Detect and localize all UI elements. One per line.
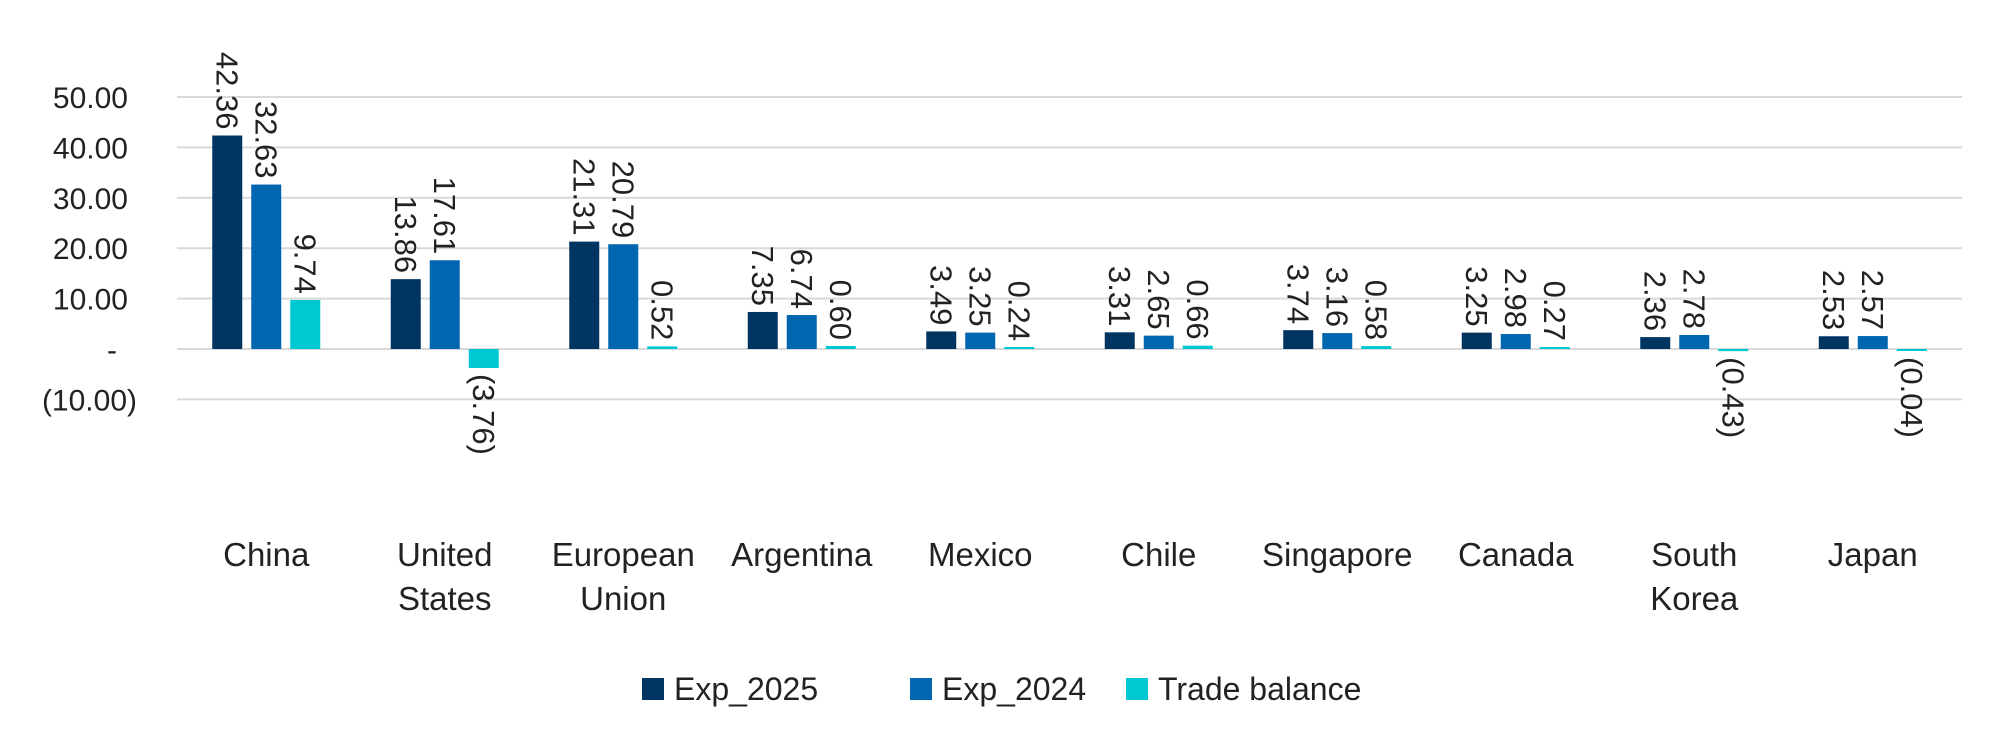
y-tick-label: (10.00) bbox=[42, 384, 137, 417]
bar bbox=[468, 349, 499, 368]
legend-label: Exp_2024 bbox=[942, 671, 1086, 707]
category-label: Chile bbox=[1121, 536, 1196, 573]
bar bbox=[965, 332, 996, 349]
data-label: 3.16 bbox=[1319, 267, 1354, 327]
data-label: (3.76) bbox=[466, 374, 501, 455]
category-label: Argentina bbox=[731, 536, 873, 573]
category-label: Korea bbox=[1650, 580, 1739, 617]
bar bbox=[429, 260, 460, 349]
category-label: European bbox=[552, 536, 695, 573]
data-label: 3.74 bbox=[1280, 264, 1315, 324]
bar bbox=[647, 346, 678, 349]
data-label: 9.74 bbox=[287, 234, 322, 294]
category-label: Singapore bbox=[1262, 536, 1412, 573]
data-label: 2.36 bbox=[1637, 271, 1672, 331]
data-label: 3.49 bbox=[923, 265, 958, 325]
data-label: (0.04) bbox=[1894, 357, 1929, 438]
y-tick-label: 50.00 bbox=[53, 82, 128, 115]
legend-label: Trade balance bbox=[1158, 671, 1361, 707]
data-label: 7.35 bbox=[745, 246, 780, 306]
category-label: South bbox=[1651, 536, 1737, 573]
legend-swatch bbox=[1126, 678, 1148, 700]
bar bbox=[251, 184, 282, 349]
bar bbox=[1143, 335, 1174, 349]
bar bbox=[1283, 330, 1314, 349]
bar bbox=[390, 279, 421, 349]
bar bbox=[1004, 347, 1035, 349]
bar bbox=[1718, 349, 1749, 352]
data-label: 0.66 bbox=[1180, 279, 1215, 339]
data-label: 0.27 bbox=[1537, 281, 1572, 341]
data-label: 0.24 bbox=[1001, 281, 1036, 341]
data-label: 2.53 bbox=[1816, 270, 1851, 330]
bar bbox=[569, 241, 600, 349]
category-label: Canada bbox=[1458, 536, 1574, 573]
bar bbox=[212, 135, 243, 349]
bar bbox=[1104, 332, 1135, 349]
data-label: (0.43) bbox=[1715, 357, 1750, 438]
data-label: 17.61 bbox=[427, 177, 462, 255]
bar bbox=[1461, 332, 1492, 349]
y-tick-label: 20.00 bbox=[53, 233, 128, 266]
legend-label: Exp_2025 bbox=[674, 671, 818, 707]
category-label: Mexico bbox=[928, 536, 1033, 573]
bar bbox=[1857, 336, 1888, 349]
y-tick-label: 40.00 bbox=[53, 132, 128, 165]
legend-swatch bbox=[642, 678, 664, 700]
bar bbox=[1896, 349, 1927, 351]
bar bbox=[747, 311, 778, 349]
category-label: Union bbox=[580, 580, 666, 617]
data-label: 3.25 bbox=[962, 266, 997, 326]
category-label: Japan bbox=[1828, 536, 1918, 573]
data-label: 6.74 bbox=[784, 249, 819, 309]
bar bbox=[290, 299, 321, 349]
data-label: 21.31 bbox=[566, 158, 601, 236]
bar bbox=[1640, 337, 1671, 349]
data-label: 13.86 bbox=[388, 196, 423, 274]
bar bbox=[1539, 347, 1570, 349]
data-label: 20.79 bbox=[605, 161, 640, 239]
y-tick-label: 10.00 bbox=[53, 284, 128, 317]
data-label: 2.57 bbox=[1855, 270, 1890, 330]
bar bbox=[608, 244, 639, 349]
data-label: 0.58 bbox=[1358, 280, 1393, 340]
bar bbox=[1500, 333, 1531, 349]
y-tick-label: 30.00 bbox=[53, 183, 128, 216]
bar bbox=[825, 345, 856, 349]
bar bbox=[1361, 346, 1392, 349]
bar bbox=[786, 315, 817, 349]
bar bbox=[1818, 336, 1849, 349]
category-label: United bbox=[397, 536, 492, 573]
category-label: China bbox=[223, 536, 310, 573]
data-label: 3.25 bbox=[1459, 266, 1494, 326]
data-label: 32.63 bbox=[248, 101, 283, 179]
legend-swatch bbox=[910, 678, 932, 700]
data-label: 0.52 bbox=[644, 280, 679, 340]
category-label: States bbox=[398, 580, 492, 617]
y-tick-label: - bbox=[107, 334, 117, 367]
bar bbox=[1679, 334, 1710, 349]
data-label: 2.98 bbox=[1498, 268, 1533, 328]
data-label: 2.65 bbox=[1141, 269, 1176, 329]
bar bbox=[926, 331, 957, 349]
data-label: 3.31 bbox=[1102, 266, 1137, 326]
bar bbox=[1322, 333, 1353, 349]
data-label: 42.36 bbox=[209, 52, 244, 130]
data-label: 0.60 bbox=[823, 280, 858, 340]
data-label: 2.78 bbox=[1676, 269, 1711, 329]
bar bbox=[1182, 345, 1213, 349]
